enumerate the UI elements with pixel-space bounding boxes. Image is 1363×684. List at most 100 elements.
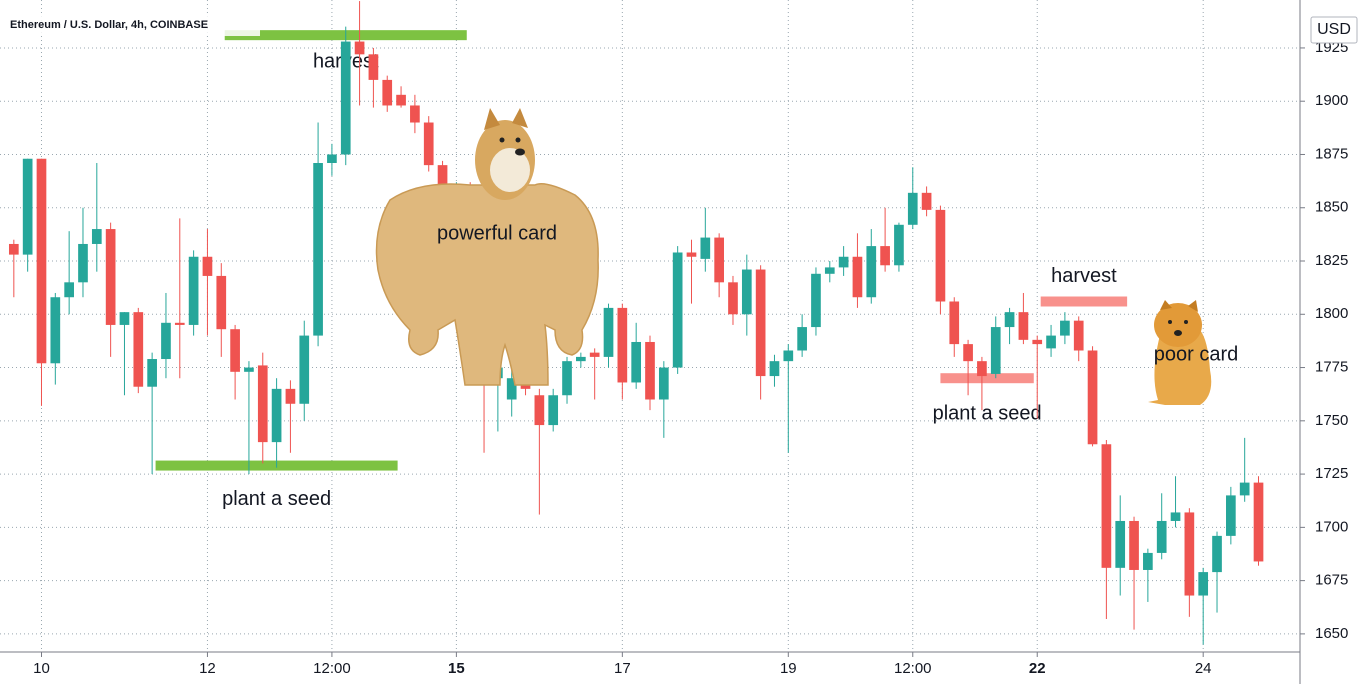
currency-box[interactable]: [1310, 16, 1358, 44]
chart-title: Ethereum / U.S. Dollar, 4h, COINBASE: [10, 19, 208, 31]
candle-body: [811, 273, 821, 328]
candle-body: [230, 329, 240, 372]
candle-body: [1198, 572, 1209, 596]
candle-body: [1046, 335, 1056, 349]
candle-body: [105, 229, 116, 325]
candle-body: [548, 395, 559, 426]
level-label: plant a seed: [933, 402, 1042, 424]
candle-body: [576, 356, 586, 362]
level-label: plant a seed: [222, 488, 331, 510]
candle-body: [880, 246, 890, 266]
candle-body: [921, 192, 932, 210]
candle-body: [1143, 552, 1153, 570]
annotation: poor card: [1154, 343, 1239, 365]
candle-body: [963, 344, 973, 362]
annotation: powerful card: [437, 222, 557, 244]
candle-body: [1004, 312, 1015, 328]
candle-body: [1129, 520, 1139, 570]
candle-body: [755, 269, 766, 377]
x-tick-label: 12: [199, 660, 216, 677]
candle-body: [783, 350, 794, 362]
candle-body: [714, 237, 724, 283]
candle-body: [327, 154, 337, 163]
candle-body: [188, 256, 199, 325]
y-tick-label: 1825: [1315, 252, 1348, 269]
level-band: [940, 373, 1034, 384]
x-tick-label: 12:00: [894, 660, 932, 677]
x-tick-label: 17: [614, 660, 631, 677]
candle-body: [562, 361, 572, 396]
candle-body: [631, 341, 642, 383]
candle-body: [852, 256, 863, 298]
x-tick-label: 19: [780, 660, 797, 677]
y-tick-label: 1850: [1315, 199, 1348, 216]
candle-body: [617, 307, 628, 383]
level-band: [1040, 296, 1128, 307]
powerful-doge: [375, 108, 599, 386]
title-bg: [0, 14, 260, 36]
candle-body: [589, 352, 600, 357]
x-tick-label: 22: [1029, 660, 1046, 677]
candle-body: [1156, 520, 1167, 553]
y-tick-label: 1725: [1315, 465, 1348, 482]
candle-body: [396, 94, 406, 106]
candle-body: [1239, 482, 1250, 496]
y-tick-label: 1800: [1315, 305, 1348, 322]
candle-body: [534, 395, 545, 426]
candle-body: [299, 335, 310, 404]
candle-body: [949, 301, 960, 345]
y-tick-label: 1675: [1315, 572, 1348, 589]
candle-body: [50, 297, 61, 364]
x-tick-label: 10: [33, 660, 50, 677]
y-tick-label: 1775: [1315, 359, 1348, 376]
candle-body: [1253, 482, 1264, 562]
candle-body: [797, 327, 807, 351]
candle-body: [1170, 512, 1181, 521]
candle-body: [64, 282, 74, 298]
candle-body: [174, 322, 185, 325]
candles: [8, 1, 1264, 645]
candle-body: [1087, 350, 1098, 445]
candle-body: [271, 388, 282, 443]
candle-body: [907, 192, 918, 225]
candle-body: [78, 243, 88, 283]
candle-body: [645, 341, 655, 400]
x-tick-label: 15: [448, 660, 465, 677]
candle-body: [824, 267, 835, 274]
candle-body: [977, 361, 987, 377]
candle-body: [603, 307, 614, 357]
candle-body: [700, 237, 711, 259]
candle-body: [658, 367, 669, 400]
candle-body: [257, 365, 268, 443]
candle-body: [866, 246, 877, 298]
candle-body: [22, 158, 33, 255]
candle-body: [1115, 520, 1126, 568]
candle-body: [769, 361, 780, 377]
candle-body: [1101, 444, 1112, 568]
candle-body: [506, 378, 517, 400]
candle-body: [1073, 320, 1084, 351]
candle-body: [672, 252, 683, 368]
candle-body: [133, 312, 144, 387]
x-tick-label: 24: [1195, 660, 1212, 677]
candle-body: [285, 388, 296, 404]
x-tick-label: 12:00: [313, 660, 351, 677]
y-tick-label: 1750: [1315, 412, 1348, 429]
candle-body: [382, 79, 393, 106]
candle-body: [1060, 320, 1070, 336]
candle-body: [119, 312, 130, 325]
candle-body: [202, 256, 213, 276]
candle-body: [354, 41, 365, 55]
candle-body: [1018, 312, 1029, 340]
candle-body: [1226, 495, 1236, 536]
currency[interactable]: USD: [1317, 21, 1351, 38]
candle-body: [313, 163, 323, 336]
level-label: harvest: [1051, 265, 1117, 287]
candle-body: [741, 269, 752, 315]
y-tick-label: 1650: [1315, 625, 1348, 642]
y-tick-label: 1875: [1315, 145, 1348, 162]
candle-body: [340, 41, 351, 155]
y-tick-label: 1700: [1315, 518, 1348, 535]
